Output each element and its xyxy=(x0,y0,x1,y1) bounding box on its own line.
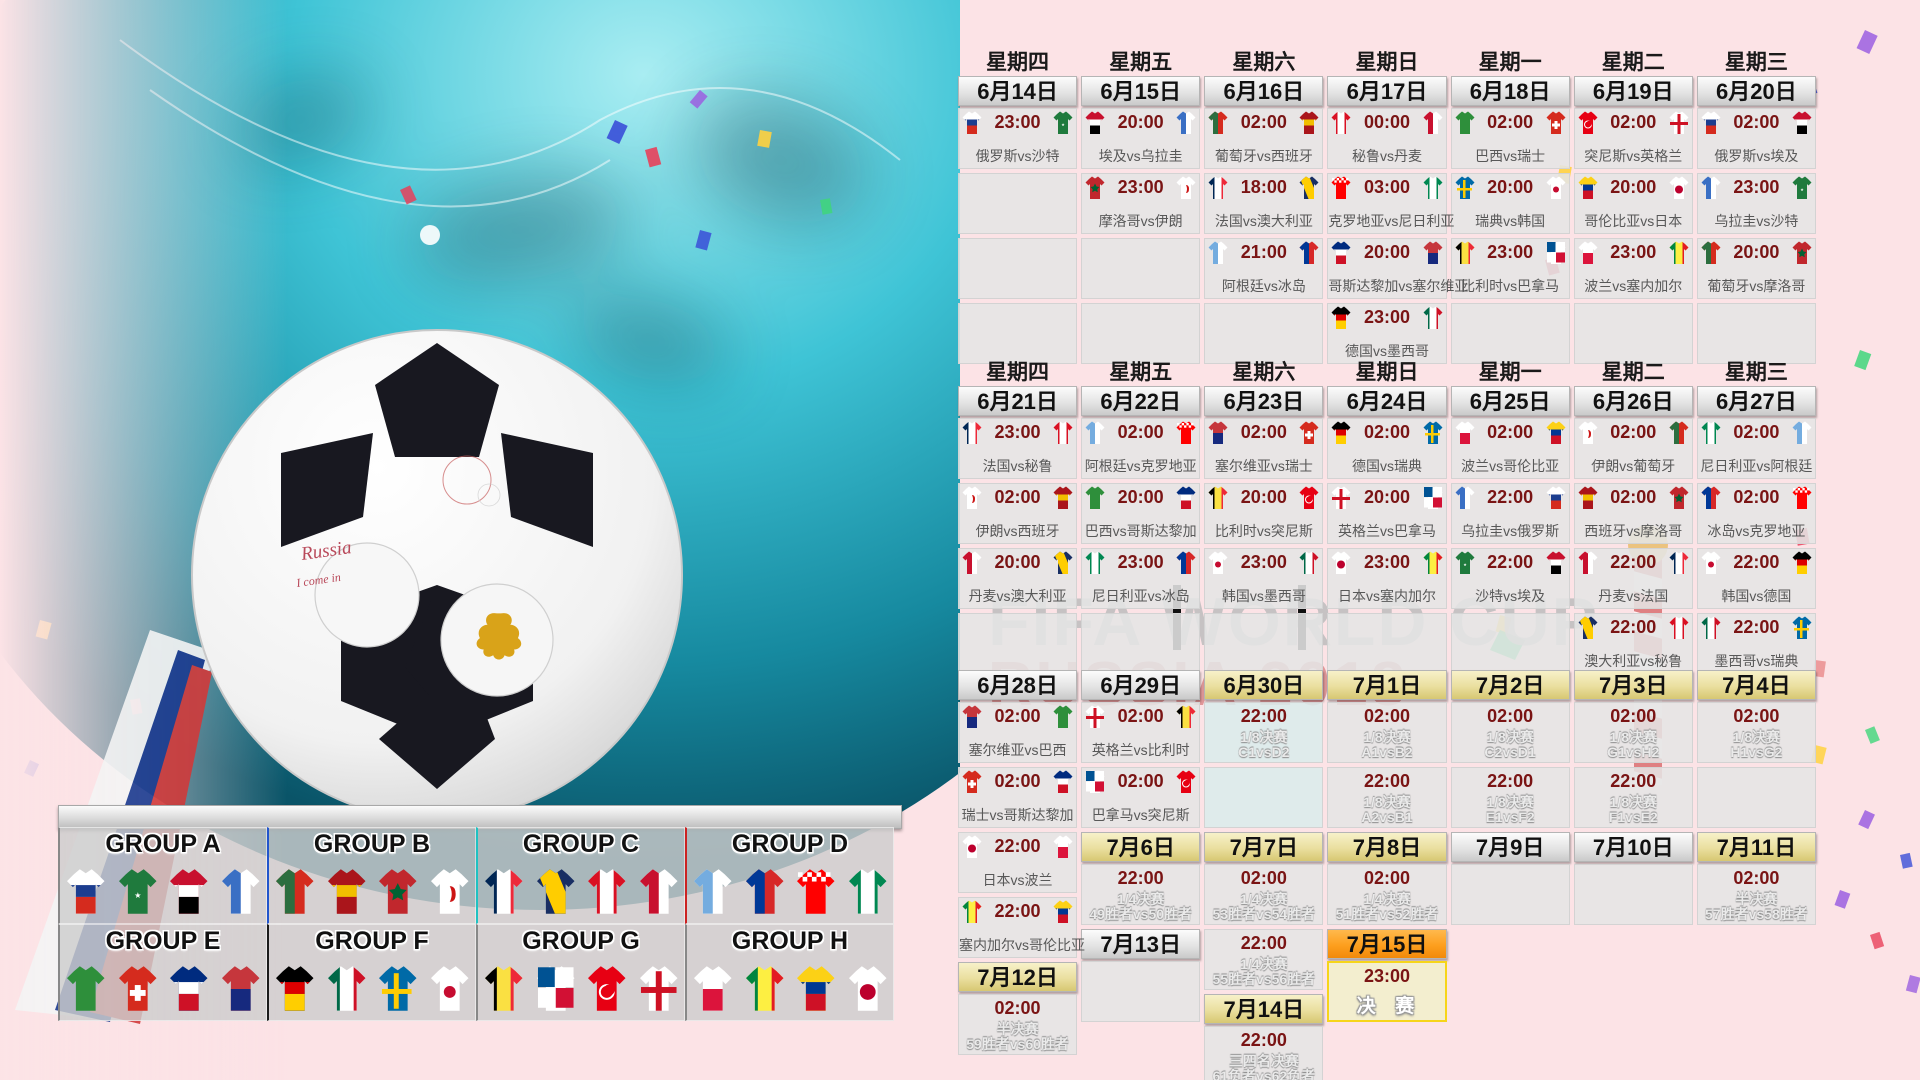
svg-text:★: ★ xyxy=(1463,562,1467,567)
svg-text:★: ★ xyxy=(1800,187,1804,192)
svg-text:★: ★ xyxy=(1061,122,1065,127)
svg-text:★: ★ xyxy=(134,891,141,900)
